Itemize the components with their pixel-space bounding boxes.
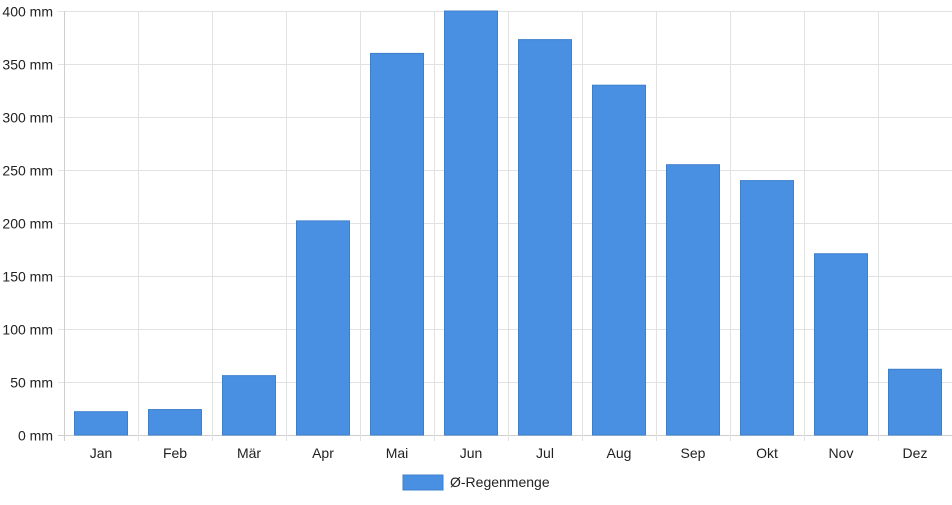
x-tick-label: Dez xyxy=(903,445,928,461)
y-tick-label: 250 mm xyxy=(2,163,53,179)
bar-jul[interactable] xyxy=(518,39,572,436)
x-tick-label: Mai xyxy=(386,445,409,461)
y-tick-label: 400 mm xyxy=(2,4,53,20)
y-tick-label: 200 mm xyxy=(2,216,53,232)
x-tick-label: Jun xyxy=(460,445,483,461)
y-tick-label: 300 mm xyxy=(2,110,53,126)
axis-layer: 0 mm 50 mm 100 mm 150 mm 200 mm 250 mm 300 mm 3… xyxy=(2,4,927,462)
legend[interactable]: Ø-Regenmenge xyxy=(402,474,550,491)
bar-nov[interactable] xyxy=(814,253,868,436)
x-tick-label: Sep xyxy=(681,445,706,461)
legend-label[interactable]: Ø-Regenmenge xyxy=(450,474,550,490)
bar-layer xyxy=(74,10,942,436)
y-tick-label: 150 mm xyxy=(2,269,53,285)
bar-dez[interactable] xyxy=(888,368,942,436)
legend-swatch xyxy=(402,474,444,491)
y-tick-label: 350 mm xyxy=(2,57,53,73)
x-tick-label: Jan xyxy=(90,445,113,461)
grid-layer xyxy=(58,11,952,441)
bar-aug[interactable] xyxy=(592,84,646,436)
bar-okt[interactable] xyxy=(740,180,794,436)
bar-apr[interactable] xyxy=(296,220,350,436)
bar-mär[interactable] xyxy=(222,375,276,436)
x-tick-label: Apr xyxy=(312,445,334,461)
y-tick-label: 100 mm xyxy=(2,322,53,338)
bar-mai[interactable] xyxy=(370,52,424,436)
x-tick-label: Feb xyxy=(163,445,187,461)
x-tick-label: Okt xyxy=(756,445,778,461)
x-tick-label: Jul xyxy=(536,445,554,461)
x-tick-label: Mär xyxy=(237,445,261,461)
y-tick-label: 0 mm xyxy=(18,428,53,444)
bar-sep[interactable] xyxy=(666,164,720,436)
bar-feb[interactable] xyxy=(148,409,202,436)
x-tick-label: Aug xyxy=(607,445,632,461)
bar-jun[interactable] xyxy=(444,10,498,436)
bar-jan[interactable] xyxy=(74,411,128,436)
y-tick-label: 50 mm xyxy=(10,375,53,391)
x-tick-label: Nov xyxy=(829,445,854,461)
